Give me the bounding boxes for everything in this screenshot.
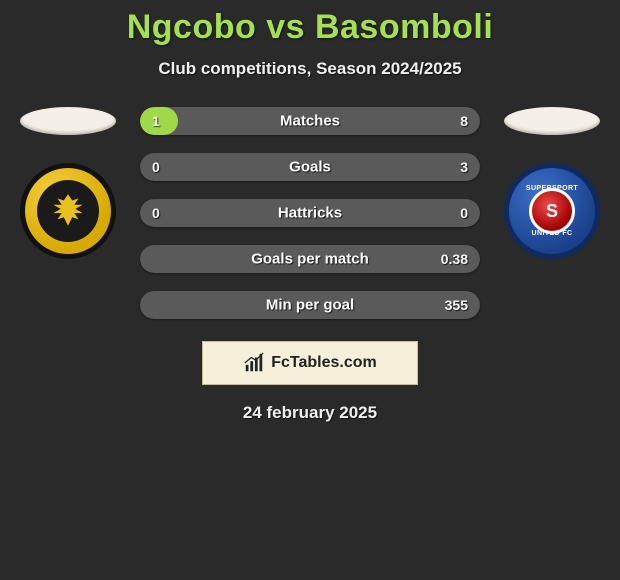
stat-row: 0 3 Goals [140, 153, 480, 181]
subtitle: Club competitions, Season 2024/2025 [0, 59, 620, 79]
chart-icon [243, 352, 265, 374]
page-title: Ngcobo vs Basomboli [0, 8, 620, 47]
stat-label: Hattricks [278, 205, 342, 222]
chief-head-icon [47, 190, 89, 232]
comparison-card: Ngcobo vs Basomboli Club competitions, S… [0, 0, 620, 423]
stats-panel: 1 8 Matches 0 3 Goals 0 0 Hattricks 0.38 Goals per… [140, 107, 480, 319]
right-player-column: SUPERSPORT S UNITED FC [492, 107, 612, 259]
main-layout: 1 8 Matches 0 3 Goals 0 0 Hattricks 0.38 Goals per… [0, 107, 620, 319]
stat-left-value: 0 [152, 159, 160, 175]
stat-left-value: 0 [152, 205, 160, 221]
left-flag-oval [20, 107, 116, 135]
brand-text: FcTables.com [271, 354, 377, 372]
stat-right-value: 8 [460, 113, 468, 129]
stat-right-value: 355 [445, 297, 468, 313]
stat-row: 1 8 Matches [140, 107, 480, 135]
brand-box[interactable]: FcTables.com [202, 341, 418, 385]
stat-right-value: 0.38 [441, 251, 468, 267]
stat-row: 0.38 Goals per match [140, 245, 480, 273]
stat-label: Min per goal [266, 297, 354, 314]
date-label: 24 february 2025 [0, 403, 620, 423]
left-club-badge [20, 163, 116, 259]
right-badge-core: S [529, 188, 575, 234]
right-badge-core-letter: S [546, 201, 558, 222]
stat-row: 355 Min per goal [140, 291, 480, 319]
stat-label: Goals per match [251, 251, 369, 268]
right-flag-oval [504, 107, 600, 135]
left-badge-inner [37, 180, 99, 242]
stat-label: Matches [280, 113, 340, 130]
left-player-column [8, 107, 128, 259]
stat-row: 0 0 Hattricks [140, 199, 480, 227]
stat-right-value: 0 [460, 205, 468, 221]
right-club-badge: SUPERSPORT S UNITED FC [504, 163, 600, 259]
stat-label: Goals [289, 159, 331, 176]
stat-right-value: 3 [460, 159, 468, 175]
stat-left-value: 1 [152, 113, 160, 129]
